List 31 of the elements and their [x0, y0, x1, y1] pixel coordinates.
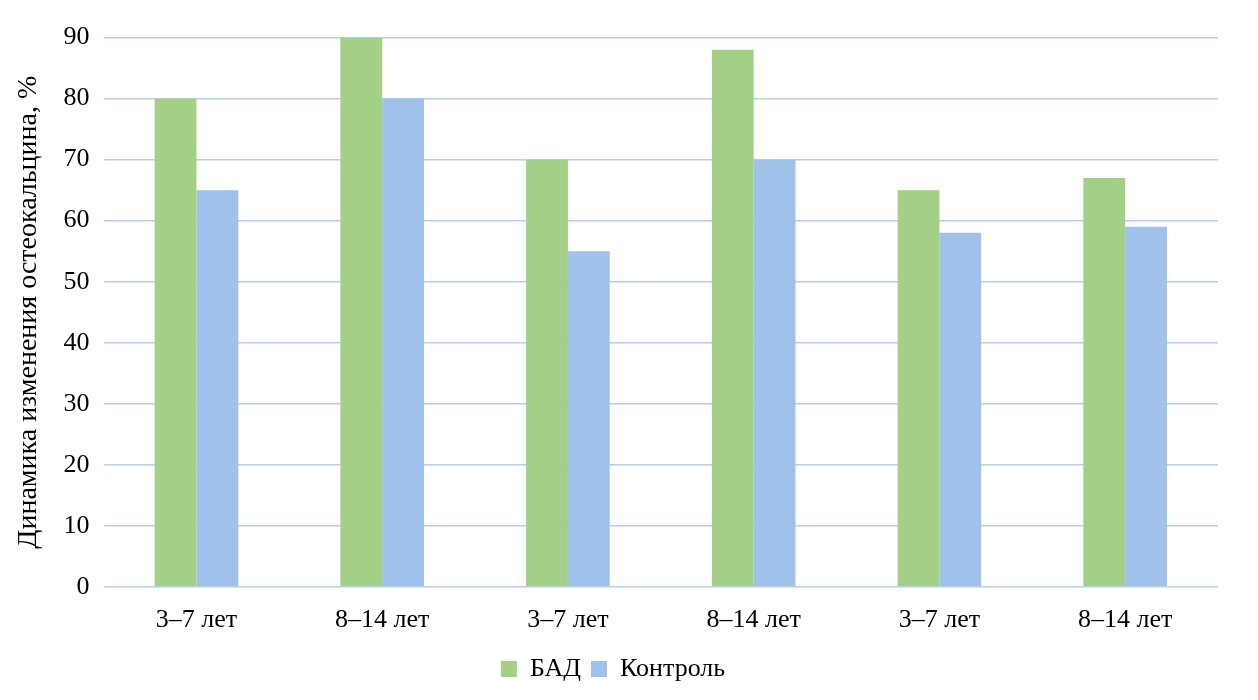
x-tick-label: 8–14 лет: [706, 604, 801, 634]
legend-label: БАД: [529, 652, 582, 682]
y-tick-label: 40: [63, 326, 90, 356]
bar: [340, 37, 383, 587]
bar: [526, 159, 568, 587]
y-tick-label: 90: [63, 21, 90, 51]
y-tick-label: 80: [63, 82, 90, 112]
y-tick-label: 30: [63, 387, 90, 417]
x-tick-label: 3–7 лет: [898, 604, 981, 634]
y-tick-label: 60: [63, 204, 90, 234]
x-tick-label: 8–14 лет: [1077, 604, 1173, 634]
x-tick-label: 3–7 лет: [155, 604, 238, 634]
x-tick-label: 8–14 лет: [335, 604, 430, 634]
x-tick-label: 3–7 лет: [527, 604, 609, 634]
bar: [1083, 177, 1126, 587]
y-tick-label: 50: [63, 265, 90, 295]
y-tick-label: 0: [76, 570, 90, 600]
bar: [897, 190, 940, 587]
y-axis-title: Динамика изменения остеокальцина, %: [11, 75, 43, 549]
y-tick-label: 20: [63, 448, 90, 478]
bar: [196, 190, 239, 587]
bar: [1125, 226, 1167, 587]
y-tick-label: 70: [63, 143, 90, 173]
bar: [567, 251, 610, 587]
bar: [154, 98, 197, 587]
bar: [382, 98, 424, 587]
legend-label: Контроль: [619, 652, 726, 682]
y-tick-label: 10: [63, 509, 90, 539]
bar: [711, 49, 754, 587]
bar: [939, 232, 982, 587]
bar: [753, 159, 796, 587]
